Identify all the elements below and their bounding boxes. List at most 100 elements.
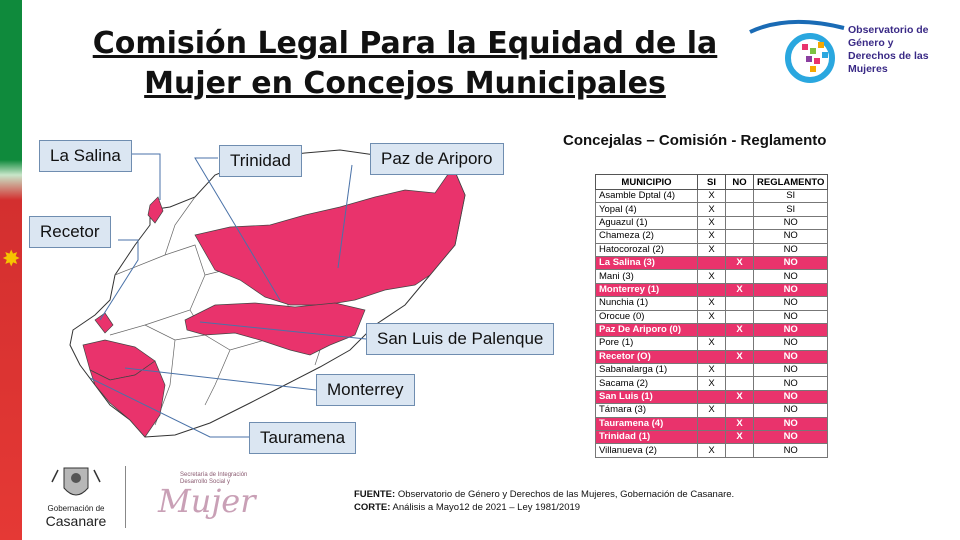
cell-reglamento: NO: [752, 242, 829, 257]
map-label-trinidad: Trinidad: [219, 145, 302, 177]
map-division-2: [164, 196, 196, 256]
cell-municipio: San Luis (1): [595, 389, 698, 405]
cell-reglamento: NO: [752, 336, 829, 351]
cell-reglamento: NO: [752, 363, 829, 378]
map-label-recetor: Recetor: [29, 216, 111, 248]
cell-reglamento: NO: [752, 282, 829, 298]
table-row: Recetor (O) X NO: [595, 349, 829, 365]
table-row: Paz De Ariporo (0) X NO: [595, 322, 829, 338]
table-row: Trinidad (1) X NO: [595, 430, 829, 445]
secretaria-mujer-text: Mujer: [158, 482, 256, 520]
cell-si: X: [697, 269, 726, 284]
cell-si: [697, 322, 726, 338]
cell-reglamento: NO: [752, 416, 829, 432]
observatorio-logo-text: Observatorio de Género y Derechos de las…: [848, 24, 929, 75]
table-header-row: MUNICIPIO SI NO REGLAMENTO: [595, 174, 829, 190]
cell-si: [697, 349, 726, 365]
table-row: Pore (1) X NO: [595, 336, 829, 351]
gobernacion-name: Casanare: [45, 513, 107, 529]
table-row: Mani (3) X NO: [595, 269, 829, 284]
cell-municipio: Tauramena (4): [595, 416, 698, 432]
map-label-paz-de-ariporo: Paz de Ariporo: [370, 143, 504, 175]
source-note: FUENTE: Observatorio de Género y Derecho…: [354, 488, 734, 514]
table-row: Asamble Dptal (4) X SI: [595, 188, 829, 204]
cell-municipio: Paz De Ariporo (0): [595, 322, 698, 338]
cell-reglamento: NO: [752, 430, 829, 445]
table-row: Villanueva (2) X NO: [595, 443, 829, 458]
star-icon: ✸: [2, 246, 21, 271]
cell-si: [697, 430, 726, 445]
cell-reglamento: NO: [752, 443, 829, 458]
cell-reglamento: NO: [752, 269, 829, 284]
cell-municipio: Asamble Dptal (4): [595, 188, 698, 204]
cell-municipio: Pore (1): [595, 336, 698, 351]
map-division-6: [109, 324, 206, 341]
cell-reglamento: NO: [752, 322, 829, 338]
cell-reglamento: NO: [752, 255, 829, 271]
cell-no: X: [725, 255, 754, 271]
footer-divider: [125, 466, 126, 528]
cell-si: X: [697, 229, 726, 244]
casanare-map: [69, 149, 466, 438]
cell-no: [725, 309, 754, 324]
table-row: Támara (3) X NO: [595, 403, 829, 418]
cell-no: [725, 376, 754, 391]
cell-no: X: [725, 349, 754, 365]
cell-no: X: [725, 416, 754, 432]
table-row: San Luis (1) X NO: [595, 389, 829, 405]
gobernacion-small-text: Gobernación de: [47, 504, 105, 513]
cell-no: [725, 188, 754, 204]
cell-no: X: [725, 389, 754, 405]
cell-si: X: [697, 202, 726, 217]
table-row: Sabanalarga (1) X NO: [595, 363, 829, 378]
cell-municipio: Recetor (O): [595, 349, 698, 365]
cell-municipio: Nunchia (1): [595, 296, 698, 311]
gobernacion-logo: Gobernación de Casanare: [36, 462, 116, 532]
map-label-la-salina: La Salina: [39, 140, 132, 172]
observatorio-logo: Observatorio de Género y Derechos de las…: [748, 18, 948, 98]
cell-si: [697, 255, 726, 271]
cell-municipio: Sabanalarga (1): [595, 363, 698, 378]
cell-si: X: [697, 242, 726, 257]
cell-reglamento: SI: [752, 188, 829, 204]
cell-no: [725, 229, 754, 244]
cell-reglamento: NO: [752, 403, 829, 418]
cell-municipio: Yopal (4): [595, 202, 698, 217]
cell-municipio: La Salina (3): [595, 255, 698, 271]
cell-municipio: Chameza (2): [595, 229, 698, 244]
cell-si: X: [697, 403, 726, 418]
cell-si: X: [697, 376, 726, 391]
cell-no: [725, 336, 754, 351]
cell-no: [725, 296, 754, 311]
cell-reglamento: NO: [752, 229, 829, 244]
cell-municipio: Monterrey (1): [595, 282, 698, 298]
cell-si: X: [697, 336, 726, 351]
cell-reglamento: NO: [752, 215, 829, 231]
secretaria-small-text: Secretaría de Integración Desarrollo Soc…: [180, 472, 248, 485]
cell-si: [697, 282, 726, 298]
table-row: Orocue (0) X NO: [595, 309, 829, 324]
cell-municipio: Trinidad (1): [595, 430, 698, 445]
header-si: SI: [697, 174, 726, 190]
table-row: Hatocorozal (2) X NO: [595, 242, 829, 257]
cell-si: X: [697, 188, 726, 204]
cell-reglamento: NO: [752, 349, 829, 365]
cell-no: [725, 269, 754, 284]
table-subtitle: Concejalas – Comisión - Reglamento: [563, 132, 827, 149]
table-row: Aguazul (1) X NO: [595, 215, 829, 231]
fuente-label: FUENTE:: [354, 489, 396, 500]
table-row: Sacama (2) X NO: [595, 376, 829, 391]
secretaria-mujer-logo: Secretaría de Integración Desarrollo Soc…: [150, 468, 260, 528]
table-row: La Salina (3) X NO: [595, 255, 829, 271]
cell-si: X: [697, 443, 726, 458]
table-row: Monterrey (1) X NO: [595, 282, 829, 298]
cell-no: X: [725, 430, 754, 445]
cell-municipio: Mani (3): [595, 269, 698, 284]
municipios-table: MUNICIPIO SI NO REGLAMENTO Asamble Dptal…: [595, 174, 829, 458]
cell-si: X: [697, 309, 726, 324]
corte-text: Análisis a Mayo12 de 2021 – Ley 1981/201…: [392, 502, 581, 513]
map-label-tauramena: Tauramena: [249, 422, 357, 454]
cell-si: [697, 416, 726, 432]
cell-municipio: Hatocorozal (2): [595, 242, 698, 257]
cell-reglamento: NO: [752, 376, 829, 391]
